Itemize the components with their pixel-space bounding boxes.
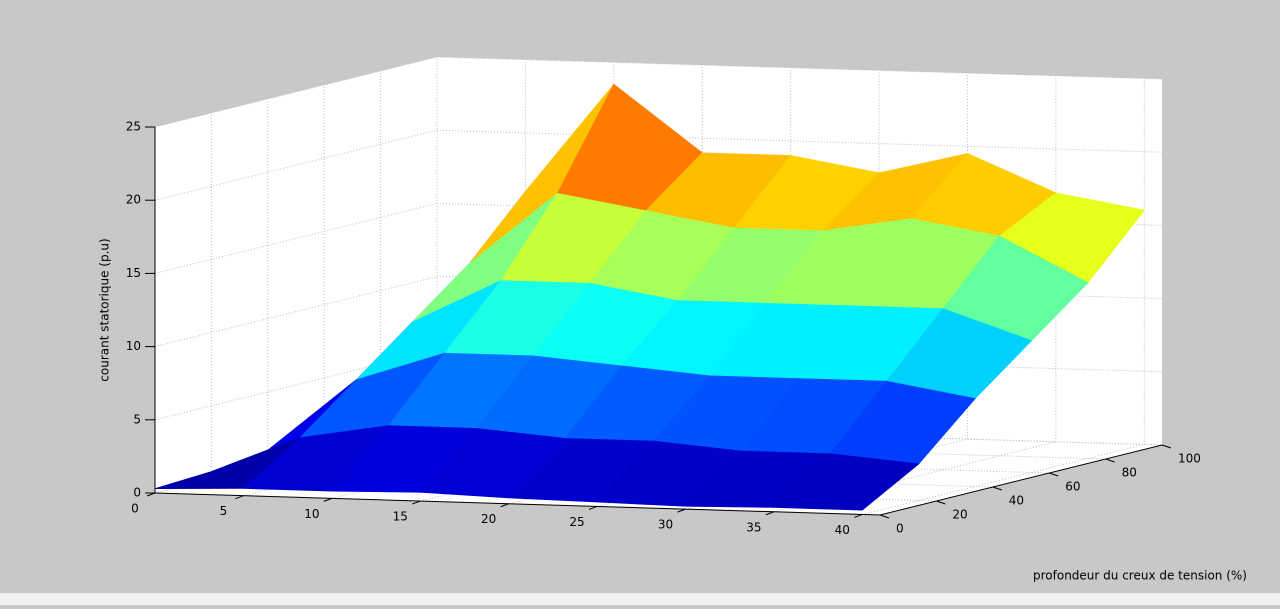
x-tick [146,492,156,497]
status-strip [0,593,1280,605]
y-tick [936,500,946,505]
surface-facet [772,453,920,511]
y-tick [1105,458,1115,463]
x-tick-label: 20 [481,512,496,526]
y-tick-label: 80 [1122,466,1137,480]
grid-line [154,56,438,128]
x-tick [854,513,863,518]
y-tick [1161,444,1172,449]
grid-line [154,129,438,201]
x-tick-label: 10 [304,507,319,521]
x-tick [765,511,775,516]
y-tick-label: 100 [1178,452,1201,466]
x-tick-label: 25 [569,515,584,529]
x-tick-label: 15 [393,510,408,524]
x-tick-label: 40 [835,523,850,537]
y-tick-label: 40 [1009,494,1024,508]
z-tick-label: 5 [133,412,141,426]
y-tick [1049,472,1059,477]
grid-line [436,56,1163,80]
grid-line [862,443,1145,515]
y-tick [992,486,1002,491]
y-tick [879,514,890,519]
x-tick [500,503,509,508]
x-tick-label: 0 [131,502,139,516]
grid-line [154,349,438,421]
z-tick-label: 0 [133,486,141,500]
z-tick-label: 25 [126,120,141,134]
z-tick-label: 10 [126,339,141,353]
x-tick [412,500,421,505]
z-axis-label: courant statorique (p.u) [98,238,112,381]
y-tick-label: 60 [1065,480,1080,494]
surface [154,83,1146,511]
x-tick-label: 30 [658,518,673,532]
y-tick-label: 0 [896,522,904,536]
y-tick-label: 20 [952,508,967,522]
grid-line [436,129,1163,153]
x-tick-label: 5 [220,504,228,518]
x-tick [323,497,333,502]
x-tick [235,495,244,500]
grid-line [154,202,438,274]
x-tick-label: 35 [746,520,761,534]
y-axis-label: profondeur du creux de tension (%) [1033,569,1247,583]
x-tick [677,508,686,513]
axis-line [879,444,1163,516]
grid-line [154,276,438,348]
z-tick-label: 15 [126,266,141,280]
z-tick-label: 20 [126,193,141,207]
x-tick [588,505,598,510]
axis-line [154,492,881,516]
